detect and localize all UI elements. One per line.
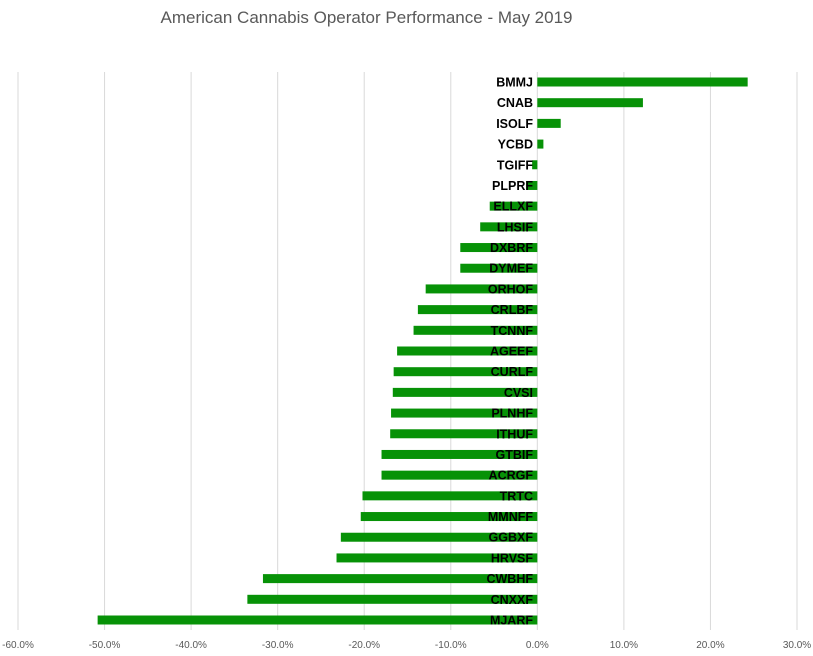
bar-plprf: [526, 180, 538, 190]
category-label: ELLXF: [493, 200, 533, 214]
category-label: GTBIF: [496, 448, 534, 462]
x-tick-label: -30.0%: [262, 640, 294, 651]
category-label: PLNHF: [491, 407, 533, 421]
bar-gtbif: [381, 449, 538, 459]
category-label: MMNFF: [488, 510, 533, 524]
bar-plnhf: [391, 408, 538, 418]
bar-mjarf: [97, 615, 538, 625]
chart-title: American Cannabis Operator Performance -…: [160, 8, 573, 27]
bar-ithuf: [390, 429, 538, 439]
bar-ageef: [397, 346, 538, 356]
category-label: BMMJ: [496, 76, 533, 90]
x-tick-label: -20.0%: [348, 640, 380, 651]
category-label: DYMEF: [489, 262, 533, 276]
category-label: YCBD: [498, 138, 533, 152]
bar-curlf: [393, 367, 538, 377]
category-label: ORHOF: [488, 282, 534, 296]
bar-orhof: [425, 284, 538, 294]
bar-cvsi: [392, 387, 538, 397]
bar-crlbf: [417, 305, 538, 315]
bar-ggbxf: [340, 532, 538, 542]
x-tick-label: 20.0%: [696, 640, 724, 651]
bar-hrvsf: [336, 553, 538, 563]
bar-cwbhf: [262, 574, 538, 584]
category-label: ACRGF: [489, 469, 534, 483]
category-label: ITHUF: [496, 427, 533, 441]
bar-bmmj: [537, 77, 748, 87]
category-label: TGIFF: [497, 158, 533, 172]
category-label: HRVSF: [491, 551, 534, 565]
category-label: CNAB: [497, 96, 533, 110]
x-tick-label: -60.0%: [2, 640, 34, 651]
bar-tcnnf: [413, 325, 538, 335]
bar-isolf: [537, 118, 561, 128]
category-label: DXBRF: [490, 241, 533, 255]
bar-tgiff: [532, 160, 538, 170]
bar-acrgf: [381, 470, 538, 480]
x-tick-label: 0.0%: [526, 640, 549, 651]
category-label: CNXXF: [491, 593, 534, 607]
bar-mmnff: [360, 512, 538, 522]
bar-lhsif: [480, 222, 538, 232]
x-tick-label: -10.0%: [435, 640, 467, 651]
category-label: MJARF: [490, 614, 533, 628]
x-tick-label: 30.0%: [783, 640, 811, 651]
bar-ycbd: [537, 139, 544, 149]
category-label: CWBHF: [486, 572, 533, 586]
category-label: CVSI: [504, 386, 533, 400]
category-label: GGBXF: [489, 531, 534, 545]
bar-dxbrf: [460, 243, 538, 253]
category-label: CURLF: [491, 365, 534, 379]
category-label: LHSIF: [497, 220, 533, 234]
bar-trtc: [362, 491, 538, 501]
category-label: CRLBF: [491, 303, 534, 317]
bar-cnab: [537, 98, 643, 108]
bar-dymef: [460, 263, 538, 273]
category-label: ISOLF: [496, 117, 533, 131]
bar-cnxxf: [247, 594, 538, 604]
x-tick-label: -50.0%: [89, 640, 121, 651]
category-label: PLPRF: [492, 179, 533, 193]
x-tick-label: 10.0%: [610, 640, 638, 651]
bar-ellxf: [489, 201, 538, 211]
category-label: AGEEF: [490, 345, 533, 359]
category-label: TCNNF: [491, 324, 534, 338]
category-label: TRTC: [500, 489, 533, 503]
x-tick-label: -40.0%: [175, 640, 207, 651]
